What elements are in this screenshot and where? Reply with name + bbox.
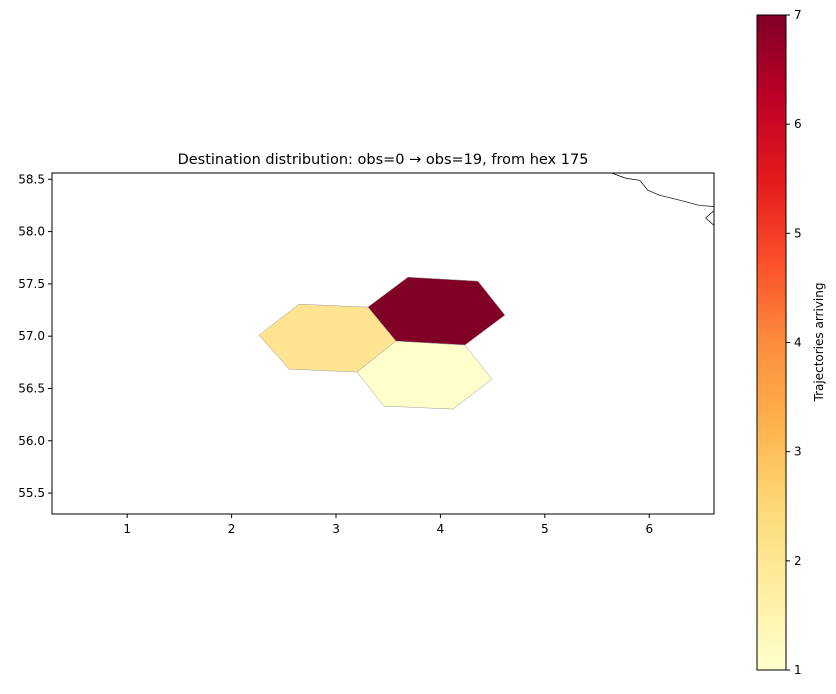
coastline — [705, 210, 714, 226]
x-tick-label: 6 — [645, 522, 653, 536]
colorbar-label: Trajectories arriving — [812, 283, 826, 403]
y-tick-label: 56.5 — [18, 381, 45, 395]
y-tick-label: 58.0 — [18, 225, 45, 239]
x-tick-label: 2 — [228, 522, 236, 536]
colorbar — [756, 14, 787, 671]
y-tick-label: 55.5 — [18, 486, 45, 500]
y-tick-label: 56.0 — [18, 434, 45, 448]
x-axis: 1 2 3 4 5 6 — [123, 514, 653, 536]
colorbar-tick-label: 3 — [794, 445, 802, 459]
axes-frame — [51, 172, 715, 515]
colorbar-ticks: 1 2 3 4 5 6 7 — [786, 8, 802, 677]
x-tick-label: 3 — [332, 522, 340, 536]
y-tick-label: 57.0 — [18, 329, 45, 343]
x-tick-label: 5 — [541, 522, 549, 536]
y-axis: 55.5 56.0 56.5 57.0 57.5 58.0 58.5 — [18, 172, 52, 500]
colorbar-tick-label: 1 — [794, 663, 802, 677]
hex-cell-1 — [356, 340, 493, 410]
colorbar-tick-label: 6 — [794, 117, 802, 131]
x-tick-label: 4 — [437, 522, 445, 536]
colorbar-tick-label: 4 — [794, 336, 802, 350]
x-tick-label: 1 — [123, 522, 131, 536]
coastline — [611, 173, 714, 207]
map-area — [258, 173, 714, 410]
y-tick-label: 58.5 — [18, 172, 45, 186]
colorbar-tick-label: 7 — [794, 8, 802, 22]
chart-title: Destination distribution: obs=0 → obs=19… — [178, 152, 589, 168]
y-tick-label: 57.5 — [18, 277, 45, 291]
colorbar-tick-label: 5 — [794, 226, 802, 240]
colorbar-tick-label: 2 — [794, 554, 802, 568]
